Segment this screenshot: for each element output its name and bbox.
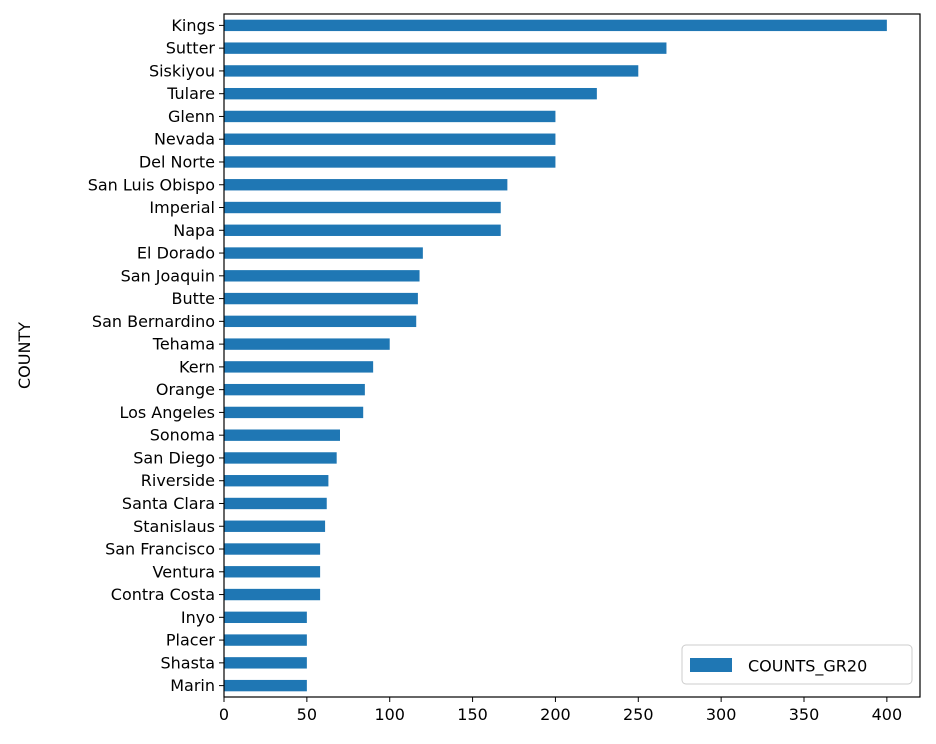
y-tick-label: Placer (166, 631, 216, 650)
y-axis-label: COUNTY (15, 322, 34, 389)
bar-santa-clara (224, 497, 327, 510)
bars-group (224, 19, 887, 692)
legend: COUNTS_GR20 (681, 644, 913, 685)
y-tick-label: Contra Costa (111, 585, 215, 604)
bar-kern (224, 361, 374, 373)
y-tick-label: San Francisco (105, 540, 215, 559)
y-tick-label: Marin (170, 676, 215, 695)
legend-swatch (690, 658, 732, 672)
y-tick-label: Imperial (149, 198, 215, 217)
bar-placer (224, 634, 307, 646)
y-tick-label: Ventura (153, 562, 215, 581)
y-tick-label: San Diego (133, 448, 215, 467)
bar-san-luis-obispo (224, 179, 508, 191)
bar-san-francisco (224, 543, 321, 555)
x-tick-label: 350 (789, 705, 820, 724)
bar-napa (224, 224, 501, 236)
bar-san-joaquin (224, 270, 420, 282)
bar-sonoma (224, 429, 340, 441)
y-tick-label: San Luis Obispo (88, 175, 215, 194)
y-tick-label: Sonoma (150, 426, 215, 445)
bar-el-dorado (224, 247, 423, 259)
bar-kings (224, 19, 887, 32)
y-tick-label: Riverside (141, 471, 215, 490)
plot-frame (223, 13, 921, 698)
y-tick-label: Kings (171, 16, 215, 35)
x-tick-label: 250 (623, 705, 654, 724)
bar-shasta (224, 657, 307, 669)
y-tick-label: Stanislaus (133, 517, 215, 536)
bar-nevada (224, 133, 556, 145)
y-tick-label: San Joaquin (121, 266, 215, 285)
bar-san-bernardino (224, 315, 417, 328)
x-tick-label: 200 (540, 705, 571, 724)
bar-contra-costa (224, 588, 321, 601)
legend-label: COUNTS_GR20 (748, 657, 867, 677)
y-tick-label: Siskiyou (149, 61, 215, 80)
y-tick-label: Napa (173, 221, 215, 240)
y-tick-label: San Bernardino (92, 312, 215, 331)
bar-sutter (224, 42, 667, 54)
y-tick-label: Glenn (168, 107, 215, 126)
y-tick-label: Santa Clara (122, 494, 215, 513)
x-tick-label: 100 (374, 705, 405, 724)
y-tick-label: Tehama (152, 335, 215, 354)
y-tick-label: Sutter (166, 39, 216, 58)
y-tick-label: Kern (179, 357, 215, 376)
y-tick-label: Orange (156, 380, 215, 399)
x-tick-label: 0 (219, 705, 229, 724)
bar-tulare (224, 87, 597, 100)
bar-san-diego (224, 452, 337, 464)
bar-riverside (224, 475, 329, 487)
x-tick-label: 400 (872, 705, 903, 724)
y-tick-label: Nevada (154, 130, 215, 149)
bar-tehama (224, 338, 390, 350)
x-tick-label: 50 (297, 705, 317, 724)
bar-imperial (224, 201, 501, 214)
bar-stanislaus (224, 520, 326, 532)
legend-box (681, 644, 913, 685)
bar-orange (224, 383, 365, 396)
y-tick-label: Del Norte (139, 152, 215, 171)
bar-ventura (224, 566, 321, 578)
bar-inyo (224, 611, 307, 624)
y-tick-label: Tulare (166, 84, 215, 103)
y-tick-label: Los Angeles (119, 403, 215, 422)
bar-siskiyou (224, 65, 639, 77)
bar-butte (224, 292, 418, 305)
bar-glenn (224, 110, 556, 123)
x-axis-ticks: 0 50 100 150 200 250 300 350 400 (219, 697, 902, 724)
x-tick-label: 300 (706, 705, 737, 724)
y-tick-label: Inyo (181, 608, 215, 627)
y-tick-label: El Dorado (137, 244, 215, 263)
bar-marin (224, 679, 307, 692)
bar-del-norte (224, 156, 556, 168)
y-tick-label: Butte (171, 289, 215, 308)
bar-los-angeles (224, 406, 364, 419)
x-tick-label: 150 (457, 705, 488, 724)
y-axis-ticks: Kings Sutter Siskiyou Tulare Glenn Nevada Del … (88, 16, 224, 695)
y-tick-label: Shasta (160, 653, 215, 672)
